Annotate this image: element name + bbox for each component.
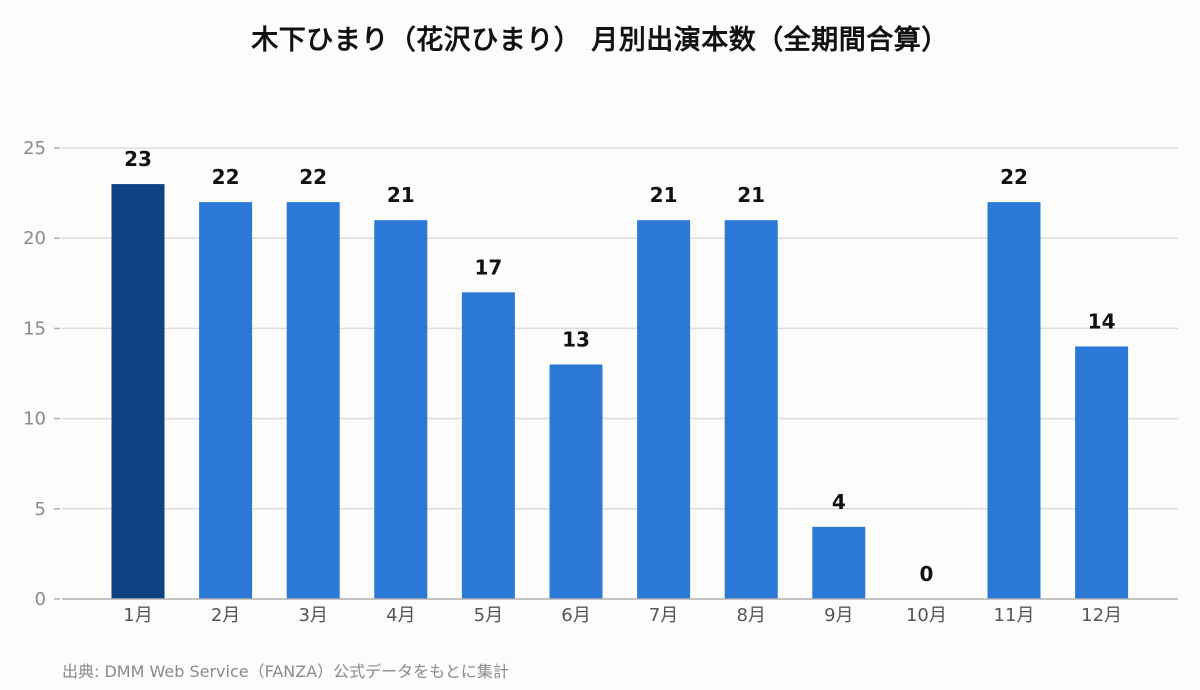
bar-value-label: 21 (387, 183, 415, 207)
y-tick-label: 5 (35, 499, 46, 520)
x-tick-label: 2月 (211, 605, 240, 626)
bar (812, 526, 866, 599)
y-axis: 0 5 10 15 20 25 (23, 138, 60, 610)
bar-value-label: 13 (562, 327, 590, 351)
bar (286, 202, 340, 599)
x-tick-label: 7月 (649, 605, 678, 626)
bar-value-label: 17 (474, 255, 502, 279)
y-tick-label: 15 (23, 318, 46, 339)
chart-title: 木下ひまり（花沢ひまり） 月別出演本数（全期間合算） (251, 25, 949, 56)
bar (111, 184, 165, 599)
x-tick-label: 5月 (474, 605, 503, 626)
y-tick-label: 0 (35, 589, 46, 610)
bar-value-label: 22 (212, 165, 240, 189)
x-tick-label: 4月 (386, 605, 415, 626)
y-tick-label: 25 (23, 138, 46, 159)
bar (724, 220, 778, 599)
bar (374, 220, 428, 599)
value-labels: 23 22 22 21 17 13 21 21 4 0 22 14 (124, 147, 1115, 586)
bar-value-label: 22 (299, 165, 327, 189)
bar (987, 202, 1041, 599)
x-tick-label: 12月 (1081, 605, 1122, 626)
bar-value-label: 4 (832, 490, 846, 514)
x-tick-label: 3月 (298, 605, 327, 626)
bar (461, 292, 515, 599)
x-tick-label: 8月 (736, 605, 765, 626)
bar (199, 202, 253, 599)
x-tick-label: 11月 (994, 605, 1035, 626)
bar (549, 364, 603, 599)
bar-value-label: 21 (650, 183, 678, 207)
x-tick-label: 6月 (561, 605, 590, 626)
bar-value-label: 23 (124, 147, 152, 171)
bar (1075, 346, 1129, 599)
bars (111, 184, 1129, 599)
y-tick-label: 10 (23, 409, 46, 430)
bar-value-label: 22 (1000, 165, 1028, 189)
source-note: 出典: DMM Web Service（FANZA）公式データをもとに集計 (62, 662, 509, 681)
bar-value-label: 21 (737, 183, 765, 207)
x-tick-label: 10月 (906, 605, 947, 626)
bar-chart: 23 22 22 21 17 13 21 21 4 0 22 14 0 5 10 15 20 25 1月 2月 3月… (23, 138, 1178, 626)
x-tick-label: 1月 (123, 605, 152, 626)
y-tick-label: 20 (23, 228, 46, 249)
x-tick-label: 9月 (824, 605, 853, 626)
x-axis: 1月 2月 3月 4月 5月 6月 7月 8月 9月 10月 11月 12月 (62, 598, 1178, 626)
bar-value-label: 14 (1088, 309, 1116, 333)
bar-value-label: 0 (919, 562, 933, 586)
bar (637, 220, 691, 599)
